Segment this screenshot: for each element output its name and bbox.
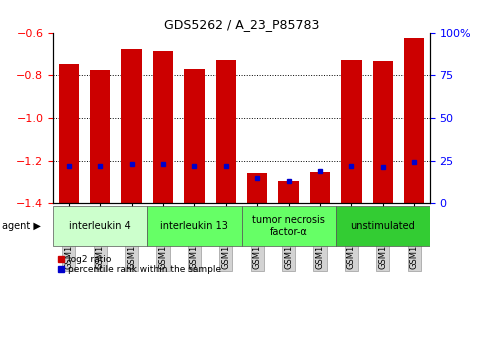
Text: tumor necrosis
factor-α: tumor necrosis factor-α xyxy=(252,215,325,237)
FancyBboxPatch shape xyxy=(53,206,147,246)
FancyBboxPatch shape xyxy=(147,206,242,246)
Bar xyxy=(247,174,268,203)
Bar xyxy=(58,64,79,203)
Title: GDS5262 / A_23_P85783: GDS5262 / A_23_P85783 xyxy=(164,19,319,32)
Bar xyxy=(215,60,236,203)
Bar xyxy=(404,38,425,203)
Legend: log2 ratio, percentile rank within the sample: log2 ratio, percentile rank within the s… xyxy=(57,255,221,274)
Bar xyxy=(90,70,111,203)
FancyBboxPatch shape xyxy=(336,206,430,246)
Bar xyxy=(278,181,299,203)
Text: interleukin 4: interleukin 4 xyxy=(70,221,131,231)
Bar xyxy=(341,60,362,203)
FancyBboxPatch shape xyxy=(242,206,336,246)
Bar xyxy=(153,51,173,203)
Text: unstimulated: unstimulated xyxy=(350,221,415,231)
Text: interleukin 13: interleukin 13 xyxy=(160,221,228,231)
Bar xyxy=(310,172,330,203)
Bar xyxy=(184,69,205,203)
Bar xyxy=(372,61,393,203)
Bar xyxy=(121,49,142,203)
Text: agent ▶: agent ▶ xyxy=(2,221,41,231)
